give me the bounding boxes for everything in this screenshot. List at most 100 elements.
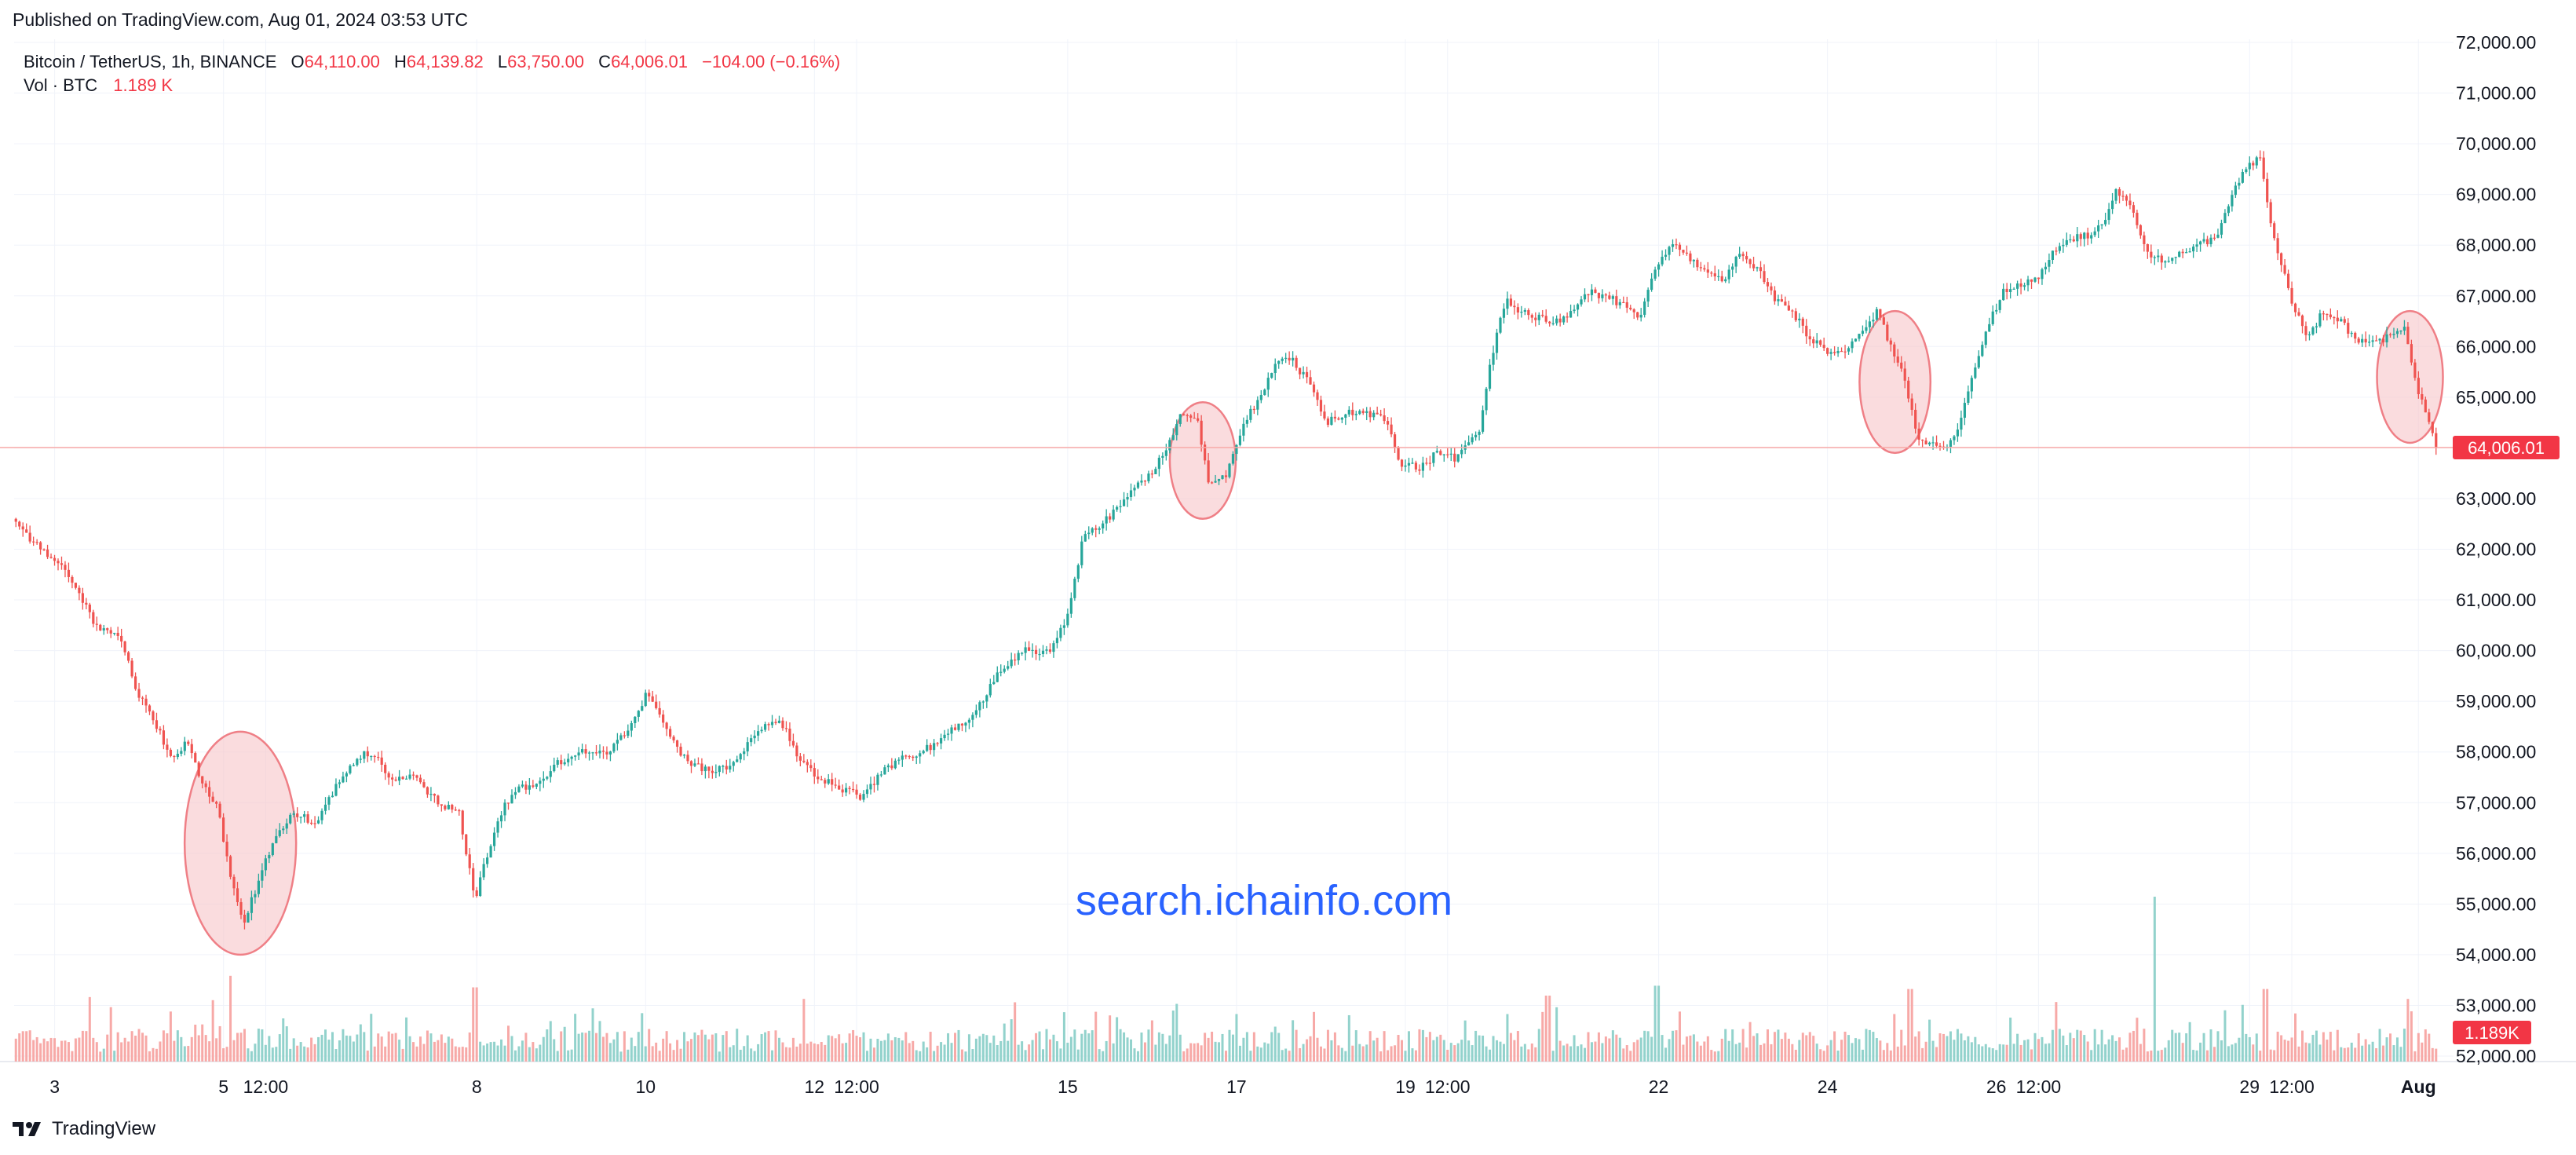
candle-body [440, 804, 443, 806]
candle-body [1773, 290, 1777, 302]
candle-body [1594, 289, 1597, 293]
footer-brand[interactable]: TradingView [13, 1118, 155, 1140]
candle-body [630, 723, 633, 731]
volume-bar [1706, 1036, 1709, 1062]
volume-bar [2435, 1048, 2438, 1062]
volume-bar [412, 1042, 415, 1062]
candle-body [700, 763, 703, 772]
volume-bar [1259, 1047, 1262, 1062]
volume-bar [1551, 1051, 1555, 1062]
candle-body [838, 785, 841, 790]
volume-bar [1699, 1045, 1702, 1062]
candle-body [539, 780, 542, 784]
volume-bar [1087, 1033, 1091, 1062]
time-tick-label: 29 [2239, 1076, 2260, 1097]
grid-lines [0, 39, 2576, 1062]
volume-bar [257, 1029, 260, 1062]
candle-body [824, 780, 827, 784]
candle-body [2002, 288, 2005, 301]
volume-bar [1861, 1049, 1864, 1062]
candle-body [1974, 367, 1977, 378]
volume-bar [1794, 1049, 1797, 1062]
candle-body [215, 802, 218, 804]
volume-bar [127, 1041, 130, 1062]
candle-body [1713, 273, 1716, 277]
candle-body [1843, 351, 1847, 353]
candle-body [492, 832, 496, 846]
candle-body [897, 759, 901, 761]
volume-bar [468, 1032, 471, 1062]
candle-body [1692, 259, 1695, 261]
candle-body [1003, 668, 1006, 672]
volume-bar [1773, 1032, 1776, 1062]
candle-body [1931, 442, 1935, 444]
volume-bar [1829, 1040, 1832, 1062]
volume-bar [1921, 1047, 1924, 1062]
volume-bar [1045, 1029, 1048, 1062]
candle-body [1087, 532, 1091, 535]
volume-bar [981, 1033, 985, 1062]
candle-body [278, 830, 281, 836]
candle-body [2110, 200, 2114, 210]
candle-body [567, 758, 570, 762]
volume-bar [1787, 1038, 1790, 1062]
volume-bar [1682, 1044, 1685, 1062]
candle-body [634, 716, 637, 724]
candle-body [1214, 481, 1217, 483]
volume-bar [535, 1048, 538, 1062]
volume-bar [458, 1047, 461, 1062]
candle-body [1150, 473, 1154, 475]
volume-bar [817, 1044, 820, 1062]
volume-bar [46, 1041, 49, 1062]
time-axis[interactable]: 3 5 12:00 8 10 12 12:00 15 17 19 12:00 22 24 26 12:00 2… [49, 1076, 2435, 1097]
candle-body [1615, 296, 1618, 305]
candle-body [1953, 436, 1956, 440]
candle-body [1865, 327, 1868, 331]
candle-body [99, 624, 102, 630]
volume-bar [317, 1036, 320, 1062]
candle-body [1164, 450, 1167, 456]
candle-body [296, 813, 299, 817]
candle-body [1580, 299, 1583, 305]
candle-body [1425, 462, 1428, 464]
candle-body [1812, 339, 1815, 344]
volume-bar [2347, 1047, 2350, 1062]
volume-bar [1432, 1040, 1435, 1062]
candle-body [292, 813, 295, 815]
volume-bar [2350, 1042, 2353, 1062]
volume-bar [28, 1030, 31, 1062]
candle-body [1759, 267, 1763, 272]
volume-bar [2178, 1033, 2181, 1062]
volume-bar [1368, 1031, 1372, 1062]
volume-bar [1506, 1014, 1509, 1062]
volume-bar [349, 1036, 352, 1062]
volume-bar [366, 1050, 369, 1062]
volume-bar [197, 1035, 200, 1062]
volume-bar [883, 1040, 886, 1062]
candle-body [1791, 310, 1794, 312]
volume-bar [996, 1044, 999, 1062]
candle-body [2128, 200, 2132, 206]
candle-body [14, 518, 17, 522]
price-axis[interactable]: 52,000.00 53,000.00 54,000.00 55,000.00 56,0… [2456, 32, 2536, 1066]
candle-body [1277, 360, 1281, 364]
candle-body [1963, 403, 1966, 419]
candle-body [1558, 318, 1562, 323]
volume-bar [774, 1030, 777, 1062]
volume-bar [1143, 1042, 1146, 1062]
price-tick-label: 62,000.00 [2456, 539, 2536, 560]
candle-body [201, 776, 204, 784]
volume-bar [437, 1040, 440, 1062]
candle-body [1551, 323, 1555, 324]
candle-body [451, 805, 454, 810]
candle-body [1467, 442, 1471, 446]
volume-bar [250, 1051, 253, 1062]
volume-bar [1672, 1030, 1675, 1062]
volume-bar [503, 1045, 506, 1062]
volume-bar [2150, 1051, 2153, 1062]
volume-bar [2058, 1029, 2061, 1062]
candle-body [334, 784, 338, 796]
candle-body [370, 755, 373, 758]
candle-body [21, 526, 24, 530]
